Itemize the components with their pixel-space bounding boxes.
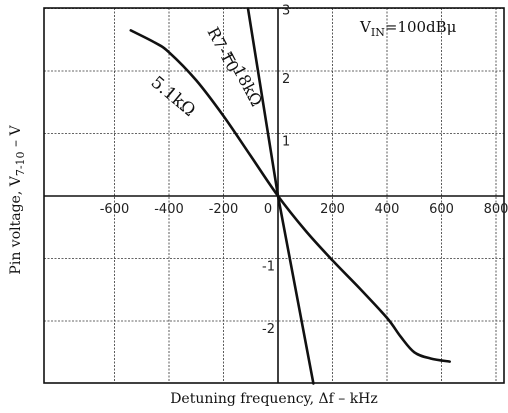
y-axis-title-sub: 7-10 bbox=[14, 151, 27, 176]
y-tick-label: 3 bbox=[282, 4, 290, 19]
curves bbox=[129, 7, 451, 385]
x-tick-label: 400 bbox=[375, 202, 400, 217]
x-tick-label: -600 bbox=[100, 202, 130, 217]
x-tick-label: 0 bbox=[264, 202, 272, 217]
x-tick-label: 200 bbox=[320, 202, 345, 217]
y-axis-title-post: – V bbox=[8, 125, 24, 152]
y-tick-label: -1 bbox=[262, 260, 275, 275]
x-tick-labels: -600 -400 -200 0 200 400 600 800 bbox=[100, 202, 508, 217]
x-axis-title: Detuning frequency, Δf – kHz bbox=[170, 391, 378, 407]
x-tick-label: -200 bbox=[209, 202, 239, 217]
x-tick-label: -400 bbox=[154, 202, 184, 217]
y-axis-title: Pin voltage, V7-10 – V bbox=[8, 125, 27, 275]
y-tick-label: -2 bbox=[262, 322, 275, 337]
y-tick-label: 2 bbox=[282, 72, 290, 87]
series-line-1 bbox=[129, 29, 451, 363]
series-line-2 bbox=[246, 7, 315, 385]
y-tick-label: 1 bbox=[282, 135, 290, 150]
vin-annotation-rest: =100dBμ bbox=[385, 18, 457, 36]
vin-annotation: VIN=100dBμ bbox=[359, 18, 457, 39]
x-tick-label: 800 bbox=[484, 202, 508, 217]
y-tick-labels: 3 2 1 -1 -2 bbox=[262, 4, 290, 338]
x-tick-label: 600 bbox=[429, 202, 454, 217]
curve-label-5k1: 5.1kΩ bbox=[147, 73, 199, 121]
vin-annotation-sub: IN bbox=[371, 26, 385, 39]
vin-annotation-main: V bbox=[359, 18, 372, 36]
y-axis-title-pre: Pin voltage, V bbox=[8, 175, 24, 274]
